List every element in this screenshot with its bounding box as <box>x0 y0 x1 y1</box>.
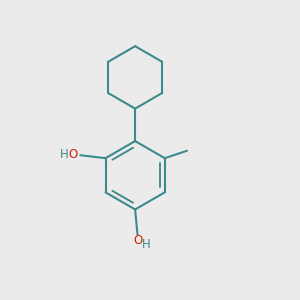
Text: O: O <box>68 148 77 161</box>
Text: H: H <box>60 148 69 161</box>
Text: O: O <box>134 234 143 247</box>
Text: H: H <box>142 238 150 251</box>
